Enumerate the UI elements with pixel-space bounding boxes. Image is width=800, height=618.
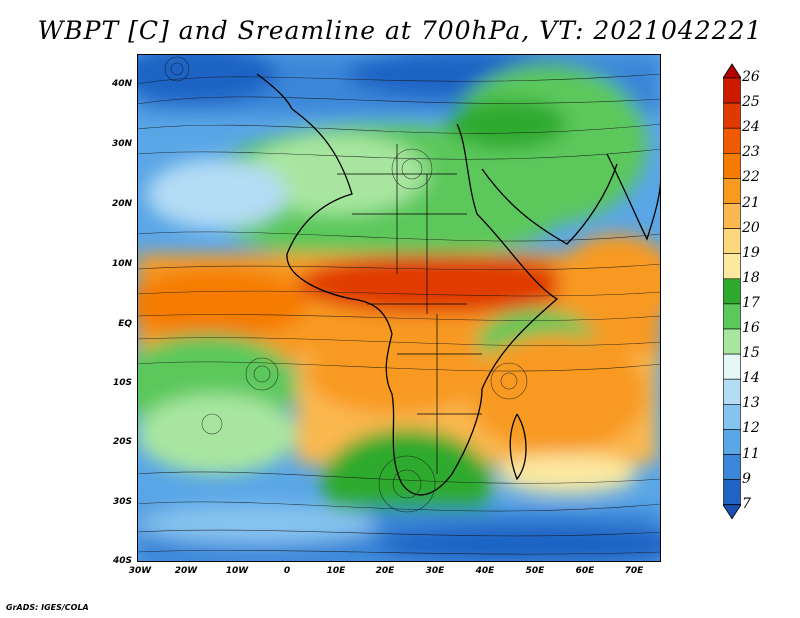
lon-label-20w: 20W <box>174 566 198 576</box>
colorbar-lower-arrow <box>723 504 741 520</box>
lat-label-10s: 10S <box>112 378 132 388</box>
lon-label-40e: 40E <box>475 566 495 576</box>
colorbar-tick-label: 16 <box>742 320 760 336</box>
colorbar-tick-label: 26 <box>742 69 760 85</box>
colorbar-swatch <box>723 253 741 280</box>
colorbar-swatch <box>723 479 741 506</box>
colorbar-tick-label: 13 <box>742 395 760 412</box>
arabia-coastline <box>481 163 618 245</box>
colorbar-swatch <box>723 228 741 255</box>
lon-label-70e: 70E <box>624 566 644 576</box>
lon-label-10w: 10W <box>225 566 249 576</box>
colorbar-tick-label: 21 <box>742 194 760 211</box>
lon-label-50e: 50E <box>525 566 545 576</box>
grads-credit: GrADS: IGES/COLA <box>6 603 89 612</box>
colorbar-upper-arrow <box>723 63 741 79</box>
lon-label-10e: 10E <box>326 566 346 576</box>
lon-label-60e: 60E <box>575 566 595 576</box>
lat-label-40n: 40N <box>111 79 132 89</box>
colorbar-swatch <box>723 378 741 405</box>
wbpt-streamline-map <box>137 54 661 562</box>
lat-label-40s: 40S <box>112 556 132 566</box>
colorbar-swatch <box>723 102 741 129</box>
colorbar-swatch <box>723 178 741 204</box>
lat-label-30s: 30S <box>112 497 132 507</box>
map-title: WBPT [C] and Sreamline at 700hPa, VT: 20… <box>37 16 763 45</box>
india-coastline <box>606 153 661 241</box>
colorbar-tick-label: 22 <box>742 169 760 186</box>
lon-label-0: 0 <box>283 566 291 576</box>
madagascar-coastline <box>509 413 527 481</box>
colorbar-tick-label: 14 <box>742 370 760 387</box>
colorbar-tick-label: 19 <box>742 244 760 261</box>
colorbar-swatch <box>723 278 741 305</box>
colorbar-swatch <box>723 153 741 179</box>
colorbar-tick-label: 24 <box>742 119 760 136</box>
colorbar-swatch <box>723 403 741 430</box>
colorbar-swatch <box>723 429 741 455</box>
colorbar-swatch <box>723 353 741 380</box>
lon-label-20e: 20E <box>375 566 395 576</box>
colorbar-tick-label: 17 <box>742 294 760 311</box>
lat-label-10n: 10N <box>111 259 132 269</box>
colorbar-tick-label: 9 <box>742 470 751 487</box>
colorbar-tick-label: 25 <box>742 94 760 111</box>
colorbar <box>723 63 741 520</box>
lon-label-30e: 30E <box>425 566 445 576</box>
colorbar-swatch <box>723 303 741 330</box>
colorbar-swatch <box>723 77 741 104</box>
lat-label-20s: 20S <box>112 437 132 447</box>
colorbar-tick-label: 23 <box>742 144 760 161</box>
colorbar-tick-label: 7 <box>742 495 751 512</box>
lat-label-30n: 30N <box>111 139 132 149</box>
africa-coastline <box>286 108 559 496</box>
colorbar-swatch <box>723 203 741 229</box>
colorbar-tick-label: 20 <box>742 219 760 236</box>
colorbar-swatch <box>723 127 741 154</box>
colorbar-swatch <box>723 328 741 355</box>
lat-label-eq: EQ <box>118 319 132 329</box>
colorbar-tick-label: 11 <box>742 445 760 462</box>
colorbar-tick-label: 18 <box>742 269 760 286</box>
colorbar-tick-label: 15 <box>742 345 760 362</box>
colorbar-tick-label: 12 <box>742 420 760 437</box>
lat-label-20n: 20N <box>111 199 132 209</box>
colorbar-swatch <box>723 454 741 480</box>
lon-label-30w: 30W <box>128 566 152 576</box>
